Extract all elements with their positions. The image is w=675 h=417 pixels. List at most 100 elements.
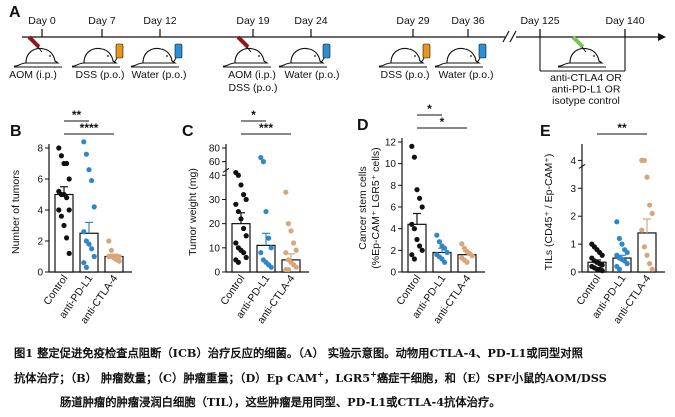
mouse-tail [378,62,392,67]
day-label: Day 24 [294,15,327,27]
needle [37,46,43,53]
data-point [91,204,97,210]
syringe-icon [27,35,41,49]
y-tick-label: 30 [209,195,221,206]
data-point [417,243,423,249]
caption-line-2c: 癌症干细胞，和（E）SPF小鼠的AOM/DSS [376,370,607,385]
data-point [81,229,87,235]
mouse-icon-dss [378,43,431,68]
syringe-icon [236,35,250,49]
significance-stars: * [440,115,445,129]
final-treatment-label: isotype control [552,95,620,107]
mouse-icon-water [130,43,183,68]
bottle-spout [420,57,425,64]
needle [246,46,252,53]
mouse-body [290,47,325,64]
caption-line-1: 图1 整定促进免疫检查点阻断（ICB）治疗反应的细菌。（A） 实验示意图。动物用… [14,346,583,360]
y-tick-label: 0 [214,268,220,279]
y-tick-label: 6 [37,175,43,186]
mouse-body [569,47,604,64]
y-tick-label: 0 [390,268,396,279]
final-treatment-label: anti-CTLA4 OR [550,72,622,84]
data-point [411,256,417,262]
data-point [639,227,645,233]
panel-label: C [182,123,194,140]
caption-sup-plus-2: + [370,369,377,379]
data-point [241,225,247,232]
bar [54,193,74,273]
data-point [599,252,605,258]
y-tick-label: 4 [570,156,576,167]
day-label: Day 0 [28,15,56,27]
data-point [283,189,289,195]
mouse-body [142,47,177,64]
data-point [235,208,241,215]
mouse-eye [258,55,260,57]
data-point [86,167,92,173]
y-tick-label: 40 [209,171,221,182]
data-point [624,249,630,256]
data-point [444,249,450,256]
mouse-eye [470,55,472,57]
significance-stars: ** [72,108,82,122]
data-point [58,153,64,159]
y-tick-label: 80 [209,144,221,155]
data-point [599,262,605,268]
data-point [268,245,274,251]
mouse-eye [593,55,595,57]
data-point [91,253,97,260]
bar [79,232,99,273]
data-point [56,145,62,151]
data-point [260,159,266,165]
data-point [293,247,299,253]
day-label: Day 125 [520,15,559,27]
y-tick-label: 4 [37,206,43,217]
data-point [649,266,655,272]
y-tick-label: 8 [37,144,43,155]
y-tick-label: 6 [390,203,396,214]
water-bottle-icon [115,43,124,59]
data-point [243,233,249,239]
significance-stars: * [251,108,256,122]
day-label: Day 140 [605,15,644,27]
data-point [61,222,67,229]
data-point [624,261,630,267]
data-point [414,187,420,193]
data-point [644,174,650,180]
y-tick-label: 0 [570,268,576,279]
data-point [108,247,114,253]
water-bottle-icon [174,43,183,59]
mouse-tail [71,62,85,67]
needle [581,46,587,53]
bar [637,232,657,273]
significance-stars: * [427,102,432,116]
data-point [644,252,650,258]
data-point [238,182,244,188]
data-point [241,192,247,198]
y-tick-label: 2 [570,212,576,223]
data-point [285,221,291,227]
treatment-label: DSS (p.o.) [228,82,277,94]
treatment-label: Water (p.o.) [284,69,339,81]
data-point [409,252,415,258]
day-label: Day 7 [88,15,116,27]
y-tick-label: 0 [37,268,43,279]
mouse-eye [414,55,416,57]
data-point [233,201,239,207]
mouse-icon-ab [557,35,606,68]
mouse-eye [166,55,168,57]
y-axis-title: Cancer stem cells [357,166,369,249]
mouse-tail [13,62,27,67]
data-point [442,259,448,265]
figure-canvas: A Day 0 Day 7 Day 12 Day 19 Day 24 Day 29 Day 3… [9,4,666,326]
data-point [106,238,112,244]
mouse-icon-aom [13,35,62,68]
day-label: Day 19 [236,15,269,27]
treatment-label: DSS (p.o.) [75,69,124,81]
y-axis-title: Number of tumors [10,170,22,254]
data-point [258,250,264,256]
data-point [293,264,299,270]
mouse-tail [222,62,236,67]
